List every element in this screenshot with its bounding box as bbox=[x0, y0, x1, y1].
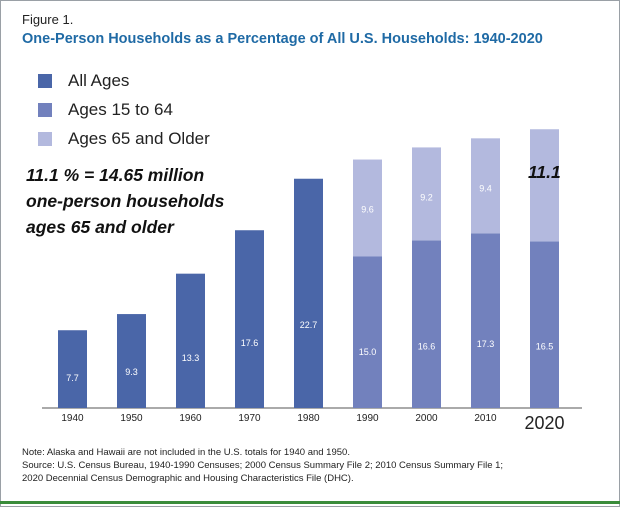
annotation-line-2: one-person households bbox=[26, 191, 225, 211]
note-line-1: Note: Alaska and Hawaii are not included… bbox=[22, 447, 350, 458]
x-tick-label-1950: 1950 bbox=[120, 413, 143, 424]
x-tick-label-1940: 1940 bbox=[61, 413, 84, 424]
bar-value-label-all-ages-1950: 9.3 bbox=[125, 367, 138, 377]
bar-value-label-ages-65-and-older-1990: 9.6 bbox=[361, 205, 374, 215]
bar-ages-15-to-64-2020 bbox=[530, 241, 559, 408]
bar-ages-65-and-older-2000 bbox=[412, 147, 441, 241]
bottom-accent-line bbox=[0, 501, 620, 504]
bar-value-label-ages-65-and-older-2000: 9.2 bbox=[420, 192, 433, 202]
bar-value-label-ages-15-to-64-2010: 17.3 bbox=[477, 339, 495, 349]
bar-value-label-ages-15-to-64-1990: 15.0 bbox=[359, 347, 377, 357]
bar-all-ages-1950 bbox=[117, 314, 146, 408]
legend-label-ages-15-64: Ages 15 to 64 bbox=[68, 99, 173, 119]
note-line-2: Source: U.S. Census Bureau, 1940-1990 Ce… bbox=[22, 460, 504, 471]
figure-label: Figure 1. bbox=[22, 12, 74, 27]
legend-item-ages-65-older: Ages 65 and Older bbox=[38, 124, 210, 153]
bar-ages-15-to-64-2010 bbox=[471, 233, 500, 408]
bar-all-ages-1980 bbox=[294, 178, 323, 408]
annotation: 11.1 % = 14.65 million one-person househ… bbox=[26, 162, 224, 240]
x-tick-label-1970: 1970 bbox=[238, 413, 261, 424]
bar-ages-65-and-older-2020 bbox=[530, 129, 559, 242]
bar-value-label-all-ages-1970: 17.6 bbox=[241, 338, 259, 348]
note-line-3: 2020 Decennial Census Demographic and Ho… bbox=[22, 473, 354, 484]
bar-value-label-ages-15-to-64-2020: 16.5 bbox=[536, 342, 554, 352]
legend-item-all-ages: All Ages bbox=[38, 66, 210, 95]
chart-title: One-Person Households as a Percentage of… bbox=[22, 31, 543, 47]
bar-all-ages-1940 bbox=[58, 330, 87, 408]
bar-value-label-all-ages-1980: 22.7 bbox=[300, 320, 318, 330]
x-tick-label-1980: 1980 bbox=[297, 413, 320, 424]
bar-ages-65-and-older-1990 bbox=[353, 159, 382, 257]
source-note: Note: Alaska and Hawaii are not included… bbox=[22, 446, 503, 485]
legend-label-ages-65-older: Ages 65 and Older bbox=[68, 128, 210, 148]
legend-swatch-ages-65-older bbox=[38, 131, 52, 146]
legend-label-all-ages: All Ages bbox=[68, 70, 130, 90]
annotation-line-3: ages 65 and older bbox=[26, 217, 174, 237]
x-tick-label-1960: 1960 bbox=[179, 413, 202, 424]
annotation-line-1: 11.1 % = 14.65 million bbox=[26, 165, 205, 185]
bar-ages-15-to-64-2000 bbox=[412, 240, 441, 408]
bar-value-label-all-ages-1960: 13.3 bbox=[182, 353, 200, 363]
x-tick-label-2010: 2010 bbox=[474, 413, 497, 424]
bar-ages-65-and-older-2010 bbox=[471, 138, 500, 234]
bar-all-ages-1960 bbox=[176, 273, 205, 408]
x-tick-label-2020: 2020 bbox=[524, 413, 564, 433]
x-tick-label-1990: 1990 bbox=[356, 413, 379, 424]
bar-value-label-ages-15-to-64-2000: 16.6 bbox=[418, 341, 436, 351]
highlight-value-2020: 11.1 bbox=[528, 162, 561, 182]
bar-all-ages-1970 bbox=[235, 230, 264, 408]
bar-value-label-all-ages-1940: 7.7 bbox=[66, 373, 79, 383]
legend-swatch-all-ages bbox=[38, 73, 52, 88]
legend-item-ages-15-64: Ages 15 to 64 bbox=[38, 95, 210, 124]
bar-value-label-ages-65-and-older-2010: 9.4 bbox=[479, 183, 492, 193]
x-tick-label-2000: 2000 bbox=[415, 413, 438, 424]
legend: All Ages Ages 15 to 64 Ages 65 and Older bbox=[38, 66, 210, 153]
legend-swatch-ages-15-64 bbox=[38, 102, 52, 117]
bar-ages-15-to-64-1990 bbox=[353, 256, 382, 408]
